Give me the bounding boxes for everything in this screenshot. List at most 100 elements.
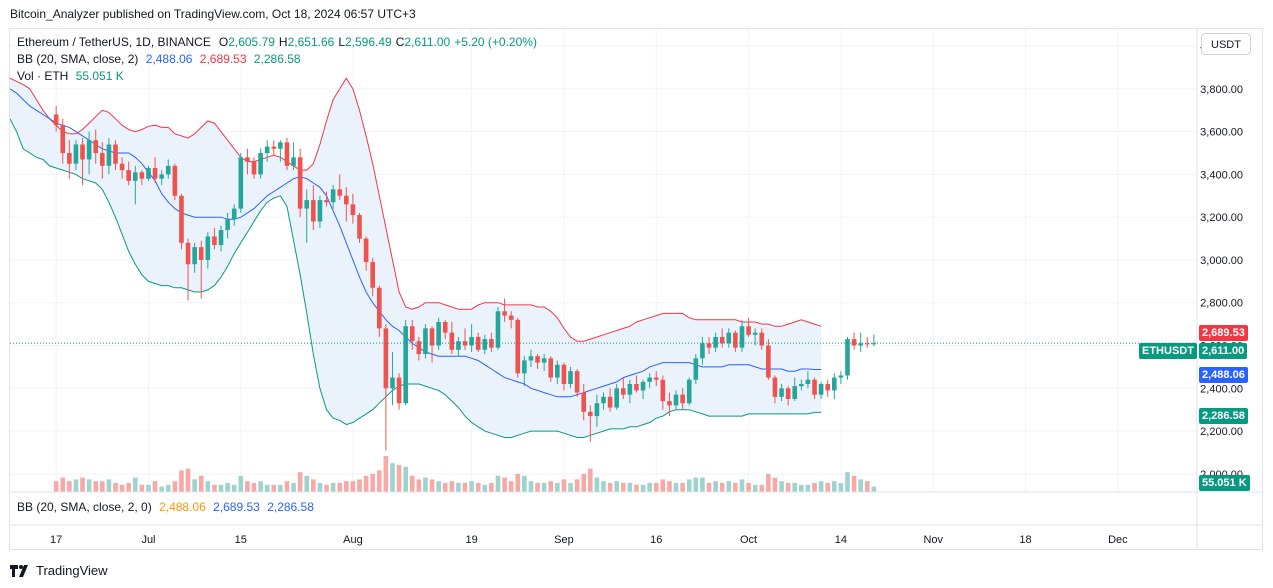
- volume-bar: [139, 484, 145, 492]
- volume-bar: [146, 484, 151, 492]
- bb-basis-value: 2,488.06: [145, 52, 193, 66]
- open-value: 2,605.79: [228, 35, 275, 49]
- volume-bar: [212, 484, 217, 492]
- volume-bar: [159, 486, 164, 492]
- candle-body: [620, 388, 626, 395]
- volume-bar: [462, 483, 468, 492]
- volume-bar: [779, 481, 784, 492]
- candle-body: [581, 392, 587, 412]
- candle-body: [449, 332, 455, 350]
- volume-bar: [620, 483, 626, 492]
- candle-body: [152, 168, 158, 179]
- volume-bar: [746, 483, 751, 492]
- volume-bar: [601, 481, 606, 492]
- price-tick-label: 2,400.00: [1200, 383, 1243, 395]
- candle-body: [535, 356, 540, 363]
- volume-bar: [165, 484, 171, 492]
- volume-bar: [825, 483, 831, 492]
- time-tick-label: 18: [1019, 534, 1031, 546]
- candle-body: [647, 377, 652, 382]
- volume-bar: [390, 463, 395, 492]
- high-value: 2,651.66: [287, 35, 335, 49]
- candle-body: [119, 163, 125, 171]
- volume-bar: [469, 481, 474, 492]
- tradingview-icon: [10, 564, 28, 577]
- volume-bar: [706, 483, 712, 492]
- time-tick-label: 17: [50, 534, 62, 546]
- volume-bar: [495, 475, 501, 492]
- volume-bar: [831, 481, 837, 492]
- candle-body: [258, 153, 263, 175]
- volume-bar: [871, 486, 877, 492]
- volume-bar: [522, 475, 527, 492]
- tradingview-logo[interactable]: TradingView: [10, 563, 108, 578]
- candle-body: [225, 219, 230, 231]
- candle-body: [601, 396, 606, 404]
- lower-bb-label: BB (20, SMA, close, 2, 0): [17, 500, 152, 514]
- candle-body: [864, 343, 870, 345]
- candle-body: [733, 332, 738, 348]
- time-axis-labels: 17 Jul 15 Aug 19 Sep 16 Oct 14 Nov 18 Dec: [50, 534, 1128, 546]
- bb-label: BB (20, SMA, close, 2): [17, 52, 139, 66]
- open-label: O: [218, 35, 229, 49]
- low-label: L: [338, 35, 345, 49]
- symbol-legend[interactable]: Ethereum / TetherUS, 1D, BINANCE O2,605.7…: [17, 35, 541, 49]
- volume-bar: [132, 477, 138, 492]
- volume-bar: [264, 484, 270, 492]
- candle-body: [528, 356, 534, 361]
- volume-bar: [396, 465, 402, 492]
- volume-legend[interactable]: Vol · ETH 55.051 K: [17, 69, 128, 83]
- candle-body: [179, 195, 184, 243]
- volume-bar: [80, 477, 85, 492]
- candle-body: [759, 332, 765, 346]
- candle-body: [653, 377, 659, 380]
- chart-canvas[interactable]: 2,000.002,200.002,400.002,600.002,800.00…: [10, 29, 1262, 549]
- candle-body: [792, 386, 798, 399]
- candle-body: [53, 114, 59, 126]
- volume-bar: [86, 479, 92, 492]
- candle-body: [185, 242, 191, 265]
- currency-selector[interactable]: USDT: [1201, 33, 1251, 55]
- time-tick-label: 14: [835, 534, 847, 546]
- volume-bar: [93, 481, 99, 492]
- candle-body: [146, 168, 151, 179]
- candle-body: [713, 336, 718, 348]
- candle-body: [317, 200, 323, 222]
- candle-body: [390, 377, 395, 389]
- volume-bar: [515, 474, 521, 492]
- time-tick-label: Dec: [1108, 534, 1128, 546]
- high-label: H: [278, 35, 288, 49]
- lower-bb-legend[interactable]: BB (20, SMA, close, 2, 0) 2,488.06 2,689…: [17, 500, 318, 514]
- candle-body: [403, 326, 408, 404]
- volume-bar: [350, 481, 356, 492]
- candle-body: [132, 172, 138, 181]
- volume-bar: [785, 483, 791, 492]
- volume-bar: [179, 470, 184, 492]
- volume-bar: [198, 475, 204, 492]
- candle-body: [93, 140, 99, 154]
- volume-bar: [449, 481, 455, 492]
- bb-legend[interactable]: BB (20, SMA, close, 2) 2,488.06 2,689.53…: [17, 52, 305, 66]
- candle-body: [100, 153, 105, 166]
- candle-body: [363, 238, 369, 263]
- volume-bar: [126, 483, 132, 492]
- volume-bar: [574, 479, 580, 492]
- volume-bar: [739, 479, 745, 492]
- candle-body: [67, 153, 72, 164]
- volume-bar: [205, 481, 211, 492]
- volume-bar: [324, 484, 329, 492]
- lower-bb-upper: 2,689.53: [213, 500, 260, 514]
- lower-bb-lower: 2,286.58: [267, 500, 314, 514]
- volume-bar: [838, 483, 844, 492]
- candle-body: [238, 157, 244, 209]
- price-tick-label: 3,600.00: [1200, 127, 1243, 139]
- candle-body: [568, 371, 573, 385]
- volume-bar: [231, 484, 237, 492]
- volume-bar: [502, 477, 507, 492]
- volume-bar: [376, 470, 382, 492]
- volume-bar: [192, 479, 197, 492]
- price-tick-label: 3,800.00: [1200, 84, 1243, 96]
- candle-body: [719, 336, 725, 344]
- price-tick-label: 3,400.00: [1200, 169, 1243, 181]
- volume-bar: [304, 475, 310, 492]
